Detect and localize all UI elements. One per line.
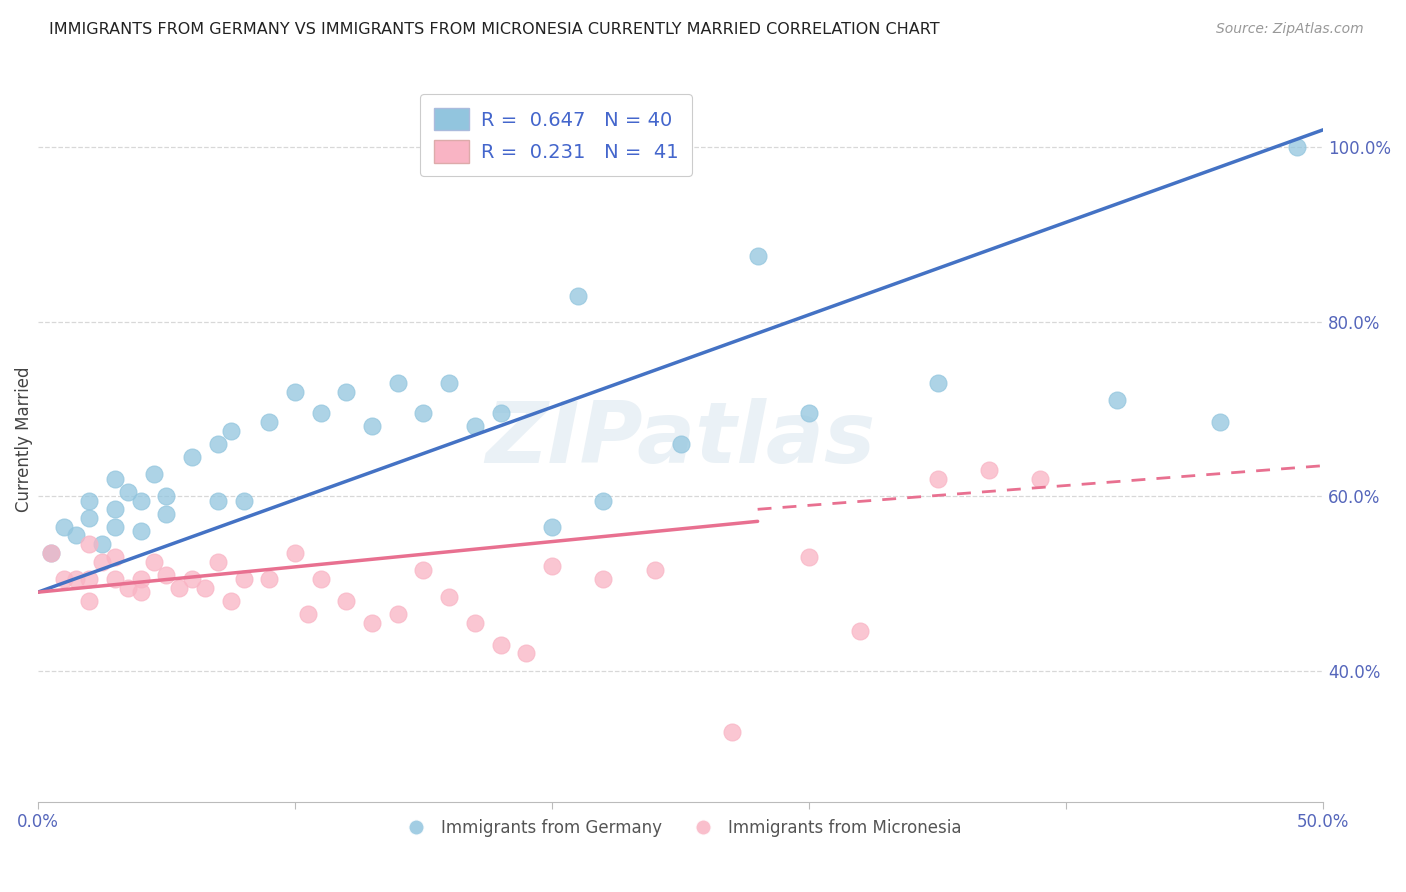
Point	[361, 615, 384, 630]
Point	[1286, 140, 1309, 154]
Point	[79, 537, 101, 551]
Point	[52, 572, 75, 586]
Point	[309, 406, 332, 420]
Point	[284, 384, 307, 399]
Point	[65, 528, 87, 542]
Point	[515, 646, 537, 660]
Point	[284, 546, 307, 560]
Point	[207, 493, 229, 508]
Point	[747, 249, 769, 263]
Point	[142, 467, 165, 482]
Point	[1029, 472, 1052, 486]
Point	[644, 563, 666, 577]
Point	[79, 511, 101, 525]
Point	[117, 581, 139, 595]
Point	[1209, 415, 1232, 429]
Point	[977, 463, 1000, 477]
Point	[797, 550, 820, 565]
Point	[181, 572, 204, 586]
Point	[257, 572, 280, 586]
Point	[309, 572, 332, 586]
Point	[669, 437, 692, 451]
Point	[39, 546, 62, 560]
Point	[721, 724, 744, 739]
Point	[1107, 393, 1129, 408]
Point	[464, 419, 486, 434]
Point	[155, 507, 177, 521]
Point	[387, 607, 409, 621]
Point	[489, 638, 512, 652]
Point	[257, 415, 280, 429]
Point	[104, 520, 127, 534]
Point	[104, 572, 127, 586]
Point	[129, 585, 152, 599]
Point	[464, 615, 486, 630]
Point	[361, 419, 384, 434]
Point	[79, 594, 101, 608]
Point	[155, 567, 177, 582]
Y-axis label: Currently Married: Currently Married	[15, 367, 32, 512]
Point	[91, 555, 114, 569]
Point	[104, 502, 127, 516]
Point	[117, 484, 139, 499]
Point	[181, 450, 204, 464]
Point	[104, 472, 127, 486]
Point	[91, 537, 114, 551]
Point	[232, 493, 254, 508]
Point	[207, 437, 229, 451]
Text: IMMIGRANTS FROM GERMANY VS IMMIGRANTS FROM MICRONESIA CURRENTLY MARRIED CORRELAT: IMMIGRANTS FROM GERMANY VS IMMIGRANTS FR…	[49, 22, 939, 37]
Point	[541, 559, 564, 574]
Point	[849, 624, 872, 639]
Point	[39, 546, 62, 560]
Point	[207, 555, 229, 569]
Legend: Immigrants from Germany, Immigrants from Micronesia: Immigrants from Germany, Immigrants from…	[392, 813, 969, 844]
Point	[489, 406, 512, 420]
Point	[169, 581, 191, 595]
Point	[194, 581, 217, 595]
Point	[219, 594, 242, 608]
Point	[592, 572, 614, 586]
Point	[79, 493, 101, 508]
Point	[104, 550, 127, 565]
Point	[412, 563, 434, 577]
Point	[297, 607, 319, 621]
Point	[592, 493, 614, 508]
Text: Source: ZipAtlas.com: Source: ZipAtlas.com	[1216, 22, 1364, 37]
Point	[437, 590, 460, 604]
Point	[437, 376, 460, 390]
Point	[927, 376, 949, 390]
Point	[335, 384, 357, 399]
Text: ZIPatlas: ZIPatlas	[485, 398, 876, 481]
Point	[79, 572, 101, 586]
Point	[541, 520, 564, 534]
Point	[567, 288, 589, 302]
Point	[797, 406, 820, 420]
Point	[129, 572, 152, 586]
Point	[52, 520, 75, 534]
Point	[219, 424, 242, 438]
Point	[129, 524, 152, 538]
Point	[155, 489, 177, 503]
Point	[387, 376, 409, 390]
Point	[65, 572, 87, 586]
Point	[335, 594, 357, 608]
Point	[927, 472, 949, 486]
Point	[129, 493, 152, 508]
Point	[412, 406, 434, 420]
Point	[232, 572, 254, 586]
Point	[142, 555, 165, 569]
